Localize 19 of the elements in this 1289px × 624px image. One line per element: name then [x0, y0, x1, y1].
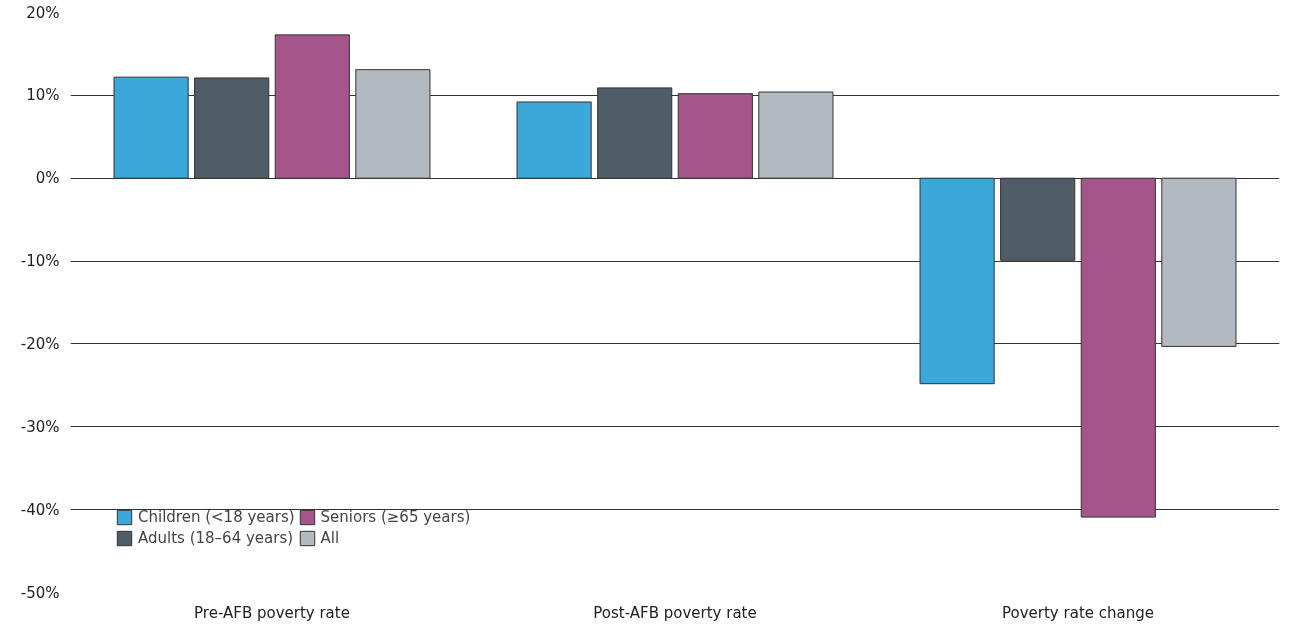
- y-tick-label: 10%: [26, 86, 60, 105]
- y-tick-label: -30%: [20, 417, 60, 436]
- bar: [516, 101, 592, 179]
- y-tick-label: -20%: [20, 334, 60, 353]
- legend-label: All: [320, 529, 341, 547]
- legend-label: Adults (18–64 years): [138, 529, 294, 547]
- y-tick-label: 20%: [26, 3, 60, 22]
- y-tick-label: 0%: [35, 169, 60, 188]
- y-tick-label: -50%: [20, 583, 60, 602]
- legend-label: Children (<18 years): [138, 508, 295, 526]
- y-tick-label: -10%: [20, 252, 60, 271]
- bar: [1161, 177, 1237, 347]
- legend-label: Seniors (≥65 years): [320, 508, 471, 526]
- bar: [1000, 177, 1076, 261]
- y-tick-label: -40%: [20, 500, 60, 519]
- bar: [919, 177, 995, 385]
- x-tick-label: Poverty rate change: [1002, 603, 1154, 622]
- x-tick-label: Pre-AFB poverty rate: [194, 603, 350, 622]
- x-tick-label: Post-AFB poverty rate: [593, 603, 757, 622]
